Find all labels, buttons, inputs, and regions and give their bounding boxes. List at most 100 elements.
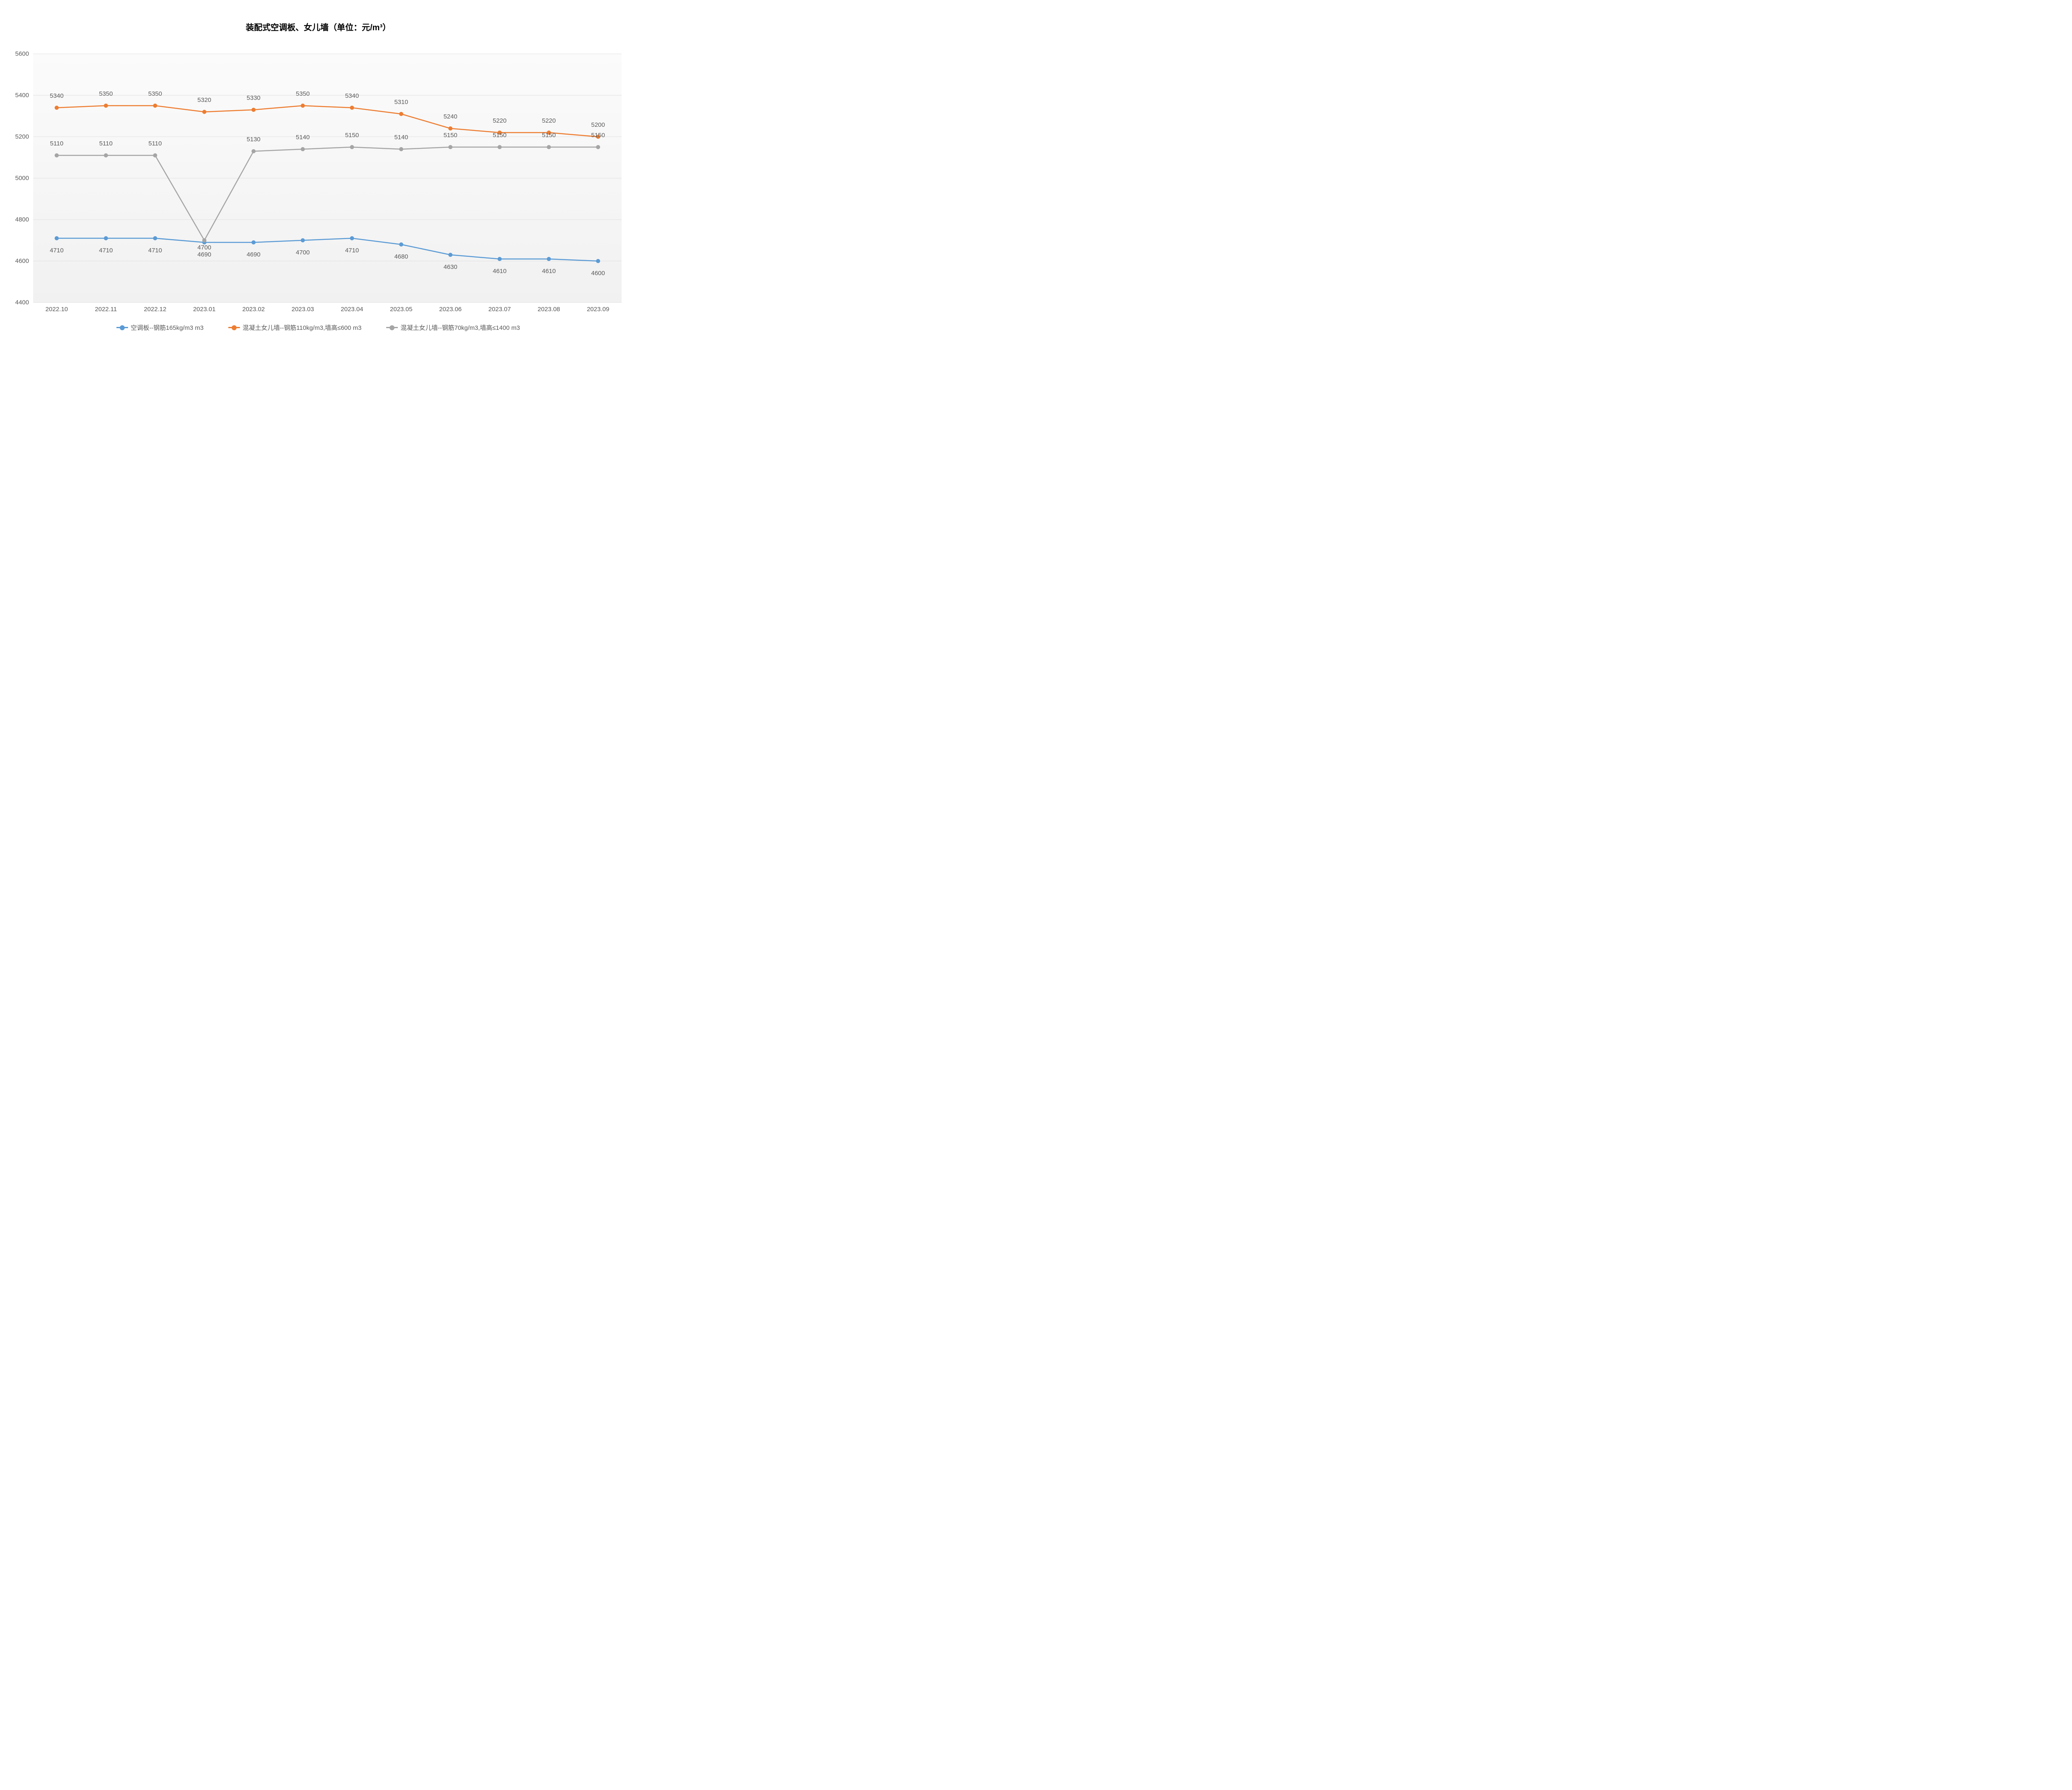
chart-svg: [33, 54, 622, 302]
data-label-s3: 5130: [247, 136, 260, 143]
marker-s2: [350, 106, 354, 110]
data-label-s1: 4710: [345, 247, 359, 254]
x-tick-label: 2023.02: [242, 306, 265, 313]
x-tick-label: 2022.10: [46, 306, 68, 313]
marker-s1: [252, 241, 255, 244]
marker-s2: [55, 106, 58, 110]
marker-s1: [55, 237, 58, 240]
data-label-s1: 4630: [443, 264, 457, 271]
data-label-s3: 5150: [591, 132, 605, 139]
data-label-s2: 5350: [148, 90, 162, 97]
x-tick-label: 2023.05: [390, 306, 412, 313]
marker-s1: [153, 237, 157, 240]
marker-s1: [104, 237, 108, 240]
data-label-s1: 4610: [542, 268, 556, 275]
data-label-s3: 5140: [296, 134, 310, 141]
marker-s2: [153, 104, 157, 108]
marker-s2: [399, 112, 403, 116]
data-label-s1: 4690: [197, 251, 211, 258]
marker-s1: [448, 253, 452, 257]
x-tick-label: 2023.08: [537, 306, 560, 313]
data-label-s1: 4680: [394, 253, 408, 260]
data-label-s1: 4710: [99, 247, 113, 254]
data-label-s2: 5340: [50, 92, 63, 99]
x-tick-label: 2023.07: [489, 306, 511, 313]
marker-s1: [596, 259, 600, 263]
x-tick-label: 2022.12: [144, 306, 166, 313]
y-tick-label: 5000: [15, 175, 29, 182]
legend-marker-icon: [232, 325, 237, 330]
data-label-s2: 5350: [99, 90, 113, 97]
marker-s3: [399, 148, 403, 151]
data-label-s2: 5340: [345, 92, 359, 99]
data-label-s1: 4610: [493, 268, 506, 275]
marker-s1: [350, 237, 354, 240]
legend-marker-icon: [390, 325, 395, 330]
data-label-s1: 4700: [296, 249, 310, 256]
x-tick-label: 2023.06: [439, 306, 462, 313]
marker-s3: [55, 154, 58, 157]
data-label-s3: 4700: [197, 244, 211, 251]
y-tick-label: 4600: [15, 258, 29, 265]
marker-s3: [350, 145, 354, 149]
marker-s3: [448, 145, 452, 149]
marker-s1: [498, 257, 501, 261]
marker-s3: [596, 145, 600, 149]
data-label-s2: 5310: [394, 99, 408, 106]
marker-s2: [301, 104, 305, 108]
legend-item-s2: 混凝土女儿墙--钢筋110kg/m3,墙高≤600 m3: [228, 323, 361, 332]
series-line-s1: [57, 238, 598, 261]
legend-label: 混凝土女儿墙--钢筋70kg/m3,墙高≤1400 m3: [400, 323, 520, 332]
marker-s3: [252, 150, 255, 153]
marker-s3: [498, 145, 501, 149]
legend-marker-icon: [120, 325, 125, 330]
x-tick-label: 2022.11: [95, 306, 117, 313]
y-tick-label: 5400: [15, 92, 29, 99]
data-label-s2: 5350: [296, 90, 310, 97]
legend-label: 空调板--钢筋165kg/m3 m3: [131, 323, 203, 332]
marker-s3: [153, 154, 157, 157]
x-tick-label: 2023.09: [587, 306, 609, 313]
series-line-s3: [57, 147, 598, 240]
data-label-s2: 5320: [197, 97, 211, 104]
marker-s1: [399, 243, 403, 247]
x-tick-label: 2023.01: [193, 306, 215, 313]
marker-s3: [547, 145, 551, 149]
marker-s3: [104, 154, 108, 157]
legend-swatch: [116, 326, 128, 330]
data-label-s2: 5330: [247, 94, 260, 102]
y-tick-label: 4800: [15, 216, 29, 223]
marker-s1: [547, 257, 551, 261]
legend-swatch: [228, 326, 240, 330]
marker-s3: [203, 239, 206, 242]
y-tick-label: 5200: [15, 133, 29, 140]
data-label-s1: 4710: [50, 247, 63, 254]
data-label-s2: 5240: [443, 113, 457, 120]
legend-label: 混凝土女儿墙--钢筋110kg/m3,墙高≤600 m3: [242, 323, 361, 332]
marker-s2: [203, 110, 206, 114]
x-tick-label: 2023.03: [291, 306, 314, 313]
marker-s3: [301, 148, 305, 151]
data-label-s1: 4600: [591, 270, 605, 277]
data-label-s3: 5150: [542, 132, 556, 139]
x-tick-label: 2023.04: [341, 306, 363, 313]
plot-area: 44004600480050005200540056002022.102022.…: [33, 54, 622, 302]
data-label-s1: 4710: [148, 247, 162, 254]
data-label-s3: 5150: [345, 132, 359, 139]
data-label-s3: 5140: [394, 134, 408, 141]
data-label-s3: 5150: [443, 132, 457, 139]
marker-s2: [104, 104, 108, 108]
legend-item-s3: 混凝土女儿墙--钢筋70kg/m3,墙高≤1400 m3: [386, 323, 520, 332]
data-label-s3: 5150: [493, 132, 506, 139]
data-label-s3: 5110: [50, 140, 63, 147]
data-label-s1: 4690: [247, 251, 260, 258]
legend-swatch: [386, 326, 398, 330]
legend: 空调板--钢筋165kg/m3 m3 混凝土女儿墙--钢筋110kg/m3,墙高≤…: [0, 323, 637, 332]
data-label-s2: 5220: [542, 117, 556, 124]
data-label-s2: 5220: [493, 117, 506, 124]
marker-s1: [301, 239, 305, 242]
y-tick-label: 5600: [15, 51, 29, 58]
marker-s2: [448, 127, 452, 131]
marker-s2: [252, 108, 255, 112]
legend-item-s1: 空调板--钢筋165kg/m3 m3: [116, 323, 203, 332]
